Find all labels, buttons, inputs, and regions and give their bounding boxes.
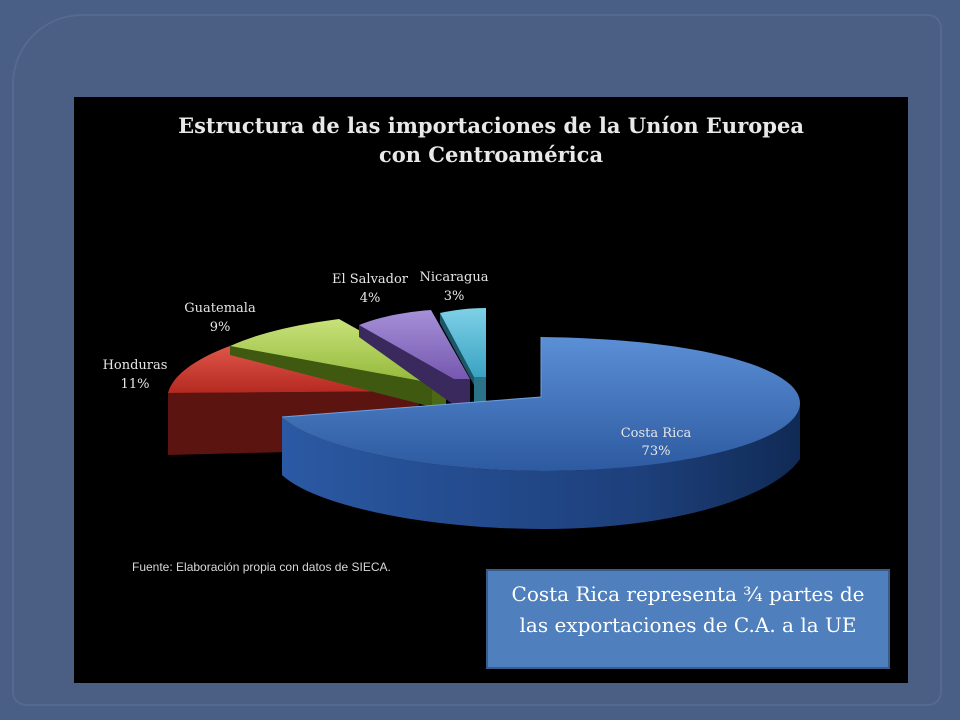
chart-title: Estructura de las importaciones de la Un… bbox=[74, 111, 908, 169]
label-value-honduras: 11% bbox=[121, 377, 150, 392]
label-value-nicaragua: 3% bbox=[444, 289, 465, 304]
pie-slice-el-salvador bbox=[359, 310, 470, 405]
callout-box: Costa Rica representa ¾ partes de las ex… bbox=[486, 569, 890, 669]
slice-side-nicaragua-right bbox=[474, 377, 486, 405]
label-name-el-salvador: El Salvador bbox=[332, 272, 409, 287]
slice-inner-edge-costa-rica bbox=[281, 337, 542, 418]
label-name-costa-rica: Costa Rica bbox=[621, 426, 692, 441]
slice-top-el-salvador bbox=[359, 310, 470, 379]
label-value-guatemala: 9% bbox=[210, 320, 231, 335]
slice-top-guatemala bbox=[230, 319, 446, 383]
label-value-el-salvador: 4% bbox=[360, 291, 381, 306]
label-name-guatemala: Guatemala bbox=[184, 301, 256, 316]
source-note: Fuente: Elaboración propia con datos de … bbox=[132, 560, 391, 574]
chart-panel: Estructura de las importaciones de la Un… bbox=[74, 97, 908, 683]
slice-side-guatemala-front bbox=[230, 346, 432, 407]
label-name-nicaragua: Nicaragua bbox=[420, 270, 489, 285]
slice-side-el-salvador bbox=[359, 325, 470, 405]
label-name-honduras: Honduras bbox=[103, 358, 168, 373]
pie-chart: Costa Rica 73% Honduras 11% Guatemala 9%… bbox=[103, 270, 800, 529]
pie-slice-nicaragua bbox=[440, 308, 486, 405]
chart-title-line2: con Centroamérica bbox=[378, 142, 604, 167]
chart-title-line1: Estructura de las importaciones de la Un… bbox=[178, 113, 804, 138]
label-value-costa-rica: 73% bbox=[642, 444, 671, 459]
slice-top-nicaragua bbox=[440, 308, 486, 377]
slice-top-costa-rica bbox=[282, 337, 800, 471]
slice-side-costa-rica bbox=[282, 403, 800, 529]
pie-slice-costa-rica bbox=[281, 337, 800, 529]
